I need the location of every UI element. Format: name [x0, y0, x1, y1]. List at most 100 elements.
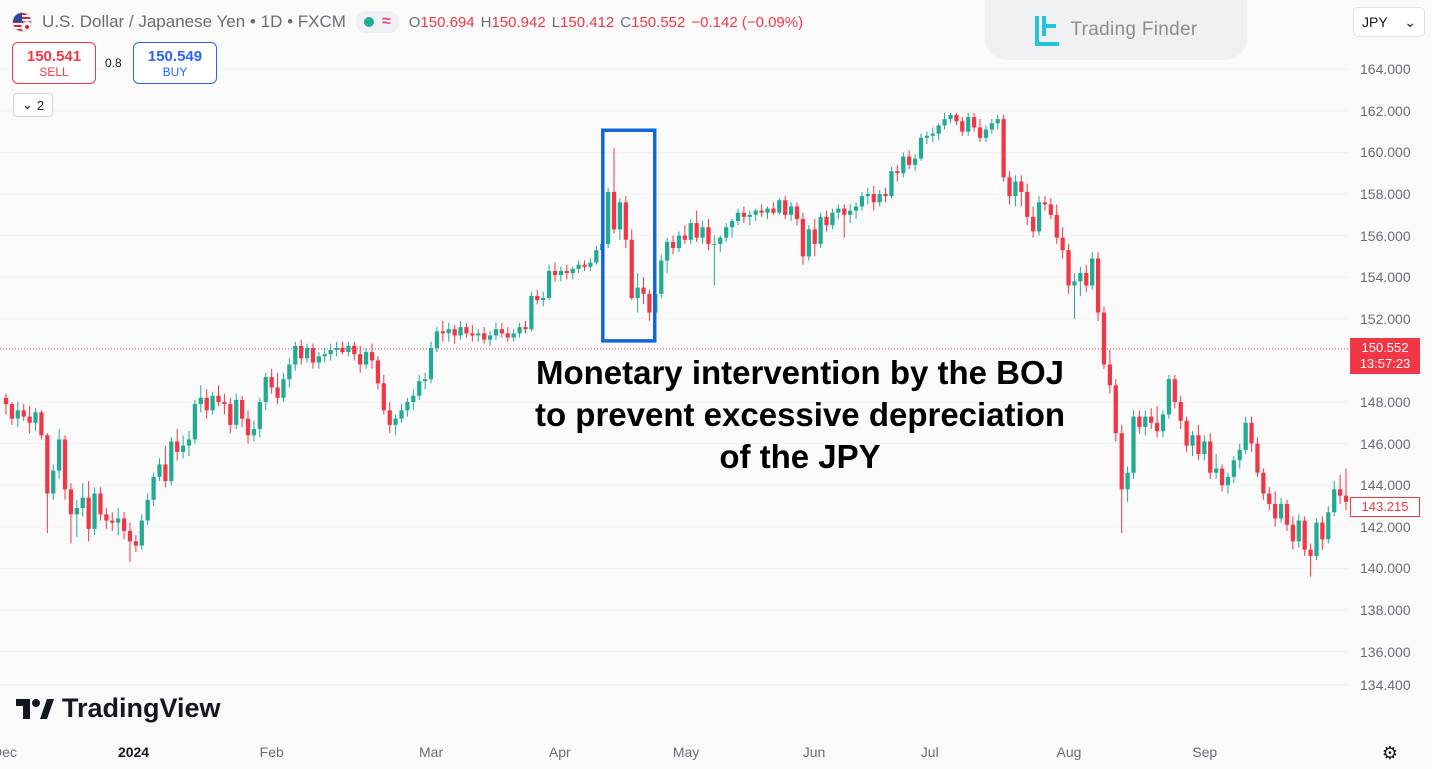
- candle-body: [1261, 472, 1266, 494]
- symbol-title[interactable]: U.S. Dollar / Japanese Yen • 1D • FXCM: [42, 12, 346, 31]
- candle: [169, 437, 174, 486]
- tradingview-logo[interactable]: TradingView: [16, 693, 221, 724]
- candle-body: [482, 333, 487, 340]
- candle-body: [535, 295, 540, 301]
- candle-body: [27, 416, 32, 423]
- candle-body: [1149, 416, 1154, 423]
- candle: [110, 512, 115, 531]
- candle-body: [676, 235, 682, 249]
- candle: [907, 150, 912, 170]
- candle-body: [912, 158, 918, 165]
- candle: [1326, 506, 1331, 544]
- candle-body: [476, 333, 481, 336]
- candle-body: [842, 208, 847, 215]
- candle-body: [771, 208, 776, 213]
- candle-body: [1107, 364, 1113, 386]
- candle-body: [995, 119, 1000, 124]
- currency-select[interactable]: JPY ⌄: [1353, 7, 1425, 37]
- candle: [771, 202, 776, 215]
- intervention-highlight-box: [601, 128, 657, 343]
- candle-body: [1036, 202, 1042, 232]
- price-axis-label: 156.000: [1360, 227, 1411, 244]
- candle-body: [853, 206, 859, 211]
- candle: [871, 185, 876, 211]
- candle-body: [275, 387, 280, 398]
- candle-body: [818, 216, 823, 244]
- candle-body: [121, 518, 127, 531]
- candle-body: [15, 410, 20, 419]
- candle-body: [133, 541, 138, 546]
- chart-settings-button[interactable]: ⚙: [1379, 742, 1401, 764]
- candle: [647, 289, 652, 321]
- candle-body: [836, 208, 841, 213]
- candle: [848, 204, 853, 224]
- indicators-collapse-button[interactable]: ⌄ 2: [13, 93, 53, 117]
- candle-body: [293, 345, 298, 365]
- candle: [983, 125, 989, 142]
- candle-body: [1278, 503, 1284, 519]
- candle-body: [859, 196, 865, 207]
- candle-body: [1320, 522, 1325, 540]
- candle-body: [546, 270, 552, 298]
- candle: [39, 410, 44, 440]
- candle-body: [806, 229, 811, 257]
- candles-layer: [3, 112, 1349, 577]
- price-axis-label: 140.000: [1360, 560, 1411, 577]
- candle-body: [665, 241, 670, 261]
- candle: [1036, 196, 1042, 236]
- candle-body: [281, 379, 286, 398]
- candle: [777, 198, 782, 215]
- candle: [104, 508, 109, 529]
- candle: [245, 410, 251, 444]
- candle-body: [346, 345, 351, 353]
- candle: [1048, 198, 1053, 219]
- market-status-pill[interactable]: ≈: [355, 11, 399, 33]
- candle: [493, 322, 499, 340]
- candle-body: [724, 227, 729, 238]
- price-axis-label: 136.000: [1360, 643, 1411, 660]
- candle: [1131, 410, 1136, 479]
- candle-body: [21, 410, 26, 417]
- candle: [275, 372, 280, 405]
- candle: [718, 235, 723, 253]
- last-price-tag: 150.552 13:57:23: [1350, 338, 1420, 374]
- candle-body: [505, 333, 510, 338]
- candle: [263, 372, 268, 411]
- candle-body: [706, 227, 711, 244]
- candle: [399, 404, 404, 423]
- candle-body: [1166, 379, 1172, 415]
- candle-body: [299, 345, 304, 359]
- candle-body: [670, 241, 676, 249]
- candle: [712, 235, 717, 286]
- candle: [9, 402, 15, 425]
- candle-body: [1001, 119, 1006, 178]
- candle: [499, 322, 504, 338]
- candle-body: [877, 194, 882, 203]
- candle: [901, 152, 906, 178]
- candle-body: [989, 123, 994, 130]
- candle: [1178, 395, 1183, 430]
- candle: [358, 345, 363, 373]
- candle: [605, 187, 611, 249]
- candle: [68, 483, 74, 544]
- candle-body: [564, 270, 569, 274]
- candle-body: [1219, 468, 1225, 486]
- candle: [688, 218, 693, 244]
- candle-body: [1095, 258, 1101, 313]
- sell-button[interactable]: 150.541 SELL: [12, 42, 96, 84]
- price-axis-label: 160.000: [1360, 144, 1411, 161]
- candle: [765, 206, 770, 219]
- candle: [517, 322, 522, 338]
- candle: [234, 393, 239, 430]
- candle-body: [623, 202, 628, 240]
- candle: [529, 291, 534, 332]
- candle: [1237, 443, 1242, 469]
- trading-finder-watermark: Trading Finder: [985, 0, 1247, 60]
- candle: [682, 225, 687, 244]
- ohlc-values: O150.694 H150.942 L150.412 C150.552 −0.1…: [408, 13, 804, 31]
- candle-body: [163, 464, 168, 482]
- candle: [1219, 464, 1225, 492]
- buy-button[interactable]: 150.549 BUY: [133, 42, 217, 84]
- candle: [204, 389, 209, 419]
